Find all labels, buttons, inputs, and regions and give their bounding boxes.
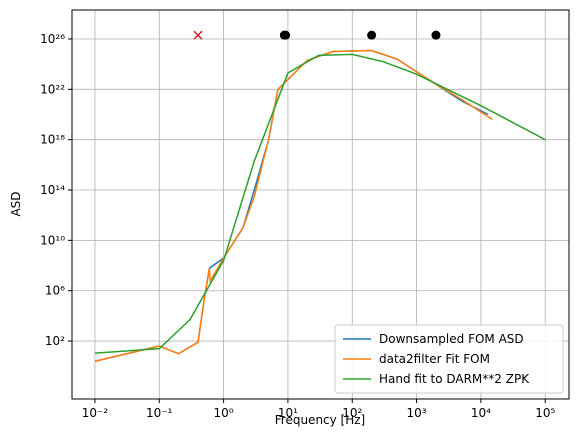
y-tick-label: 10¹⁸: [40, 133, 65, 147]
x-tick-label: 10⁴: [471, 406, 491, 420]
x-tick-label: 10⁵: [535, 406, 555, 420]
x-tick-label: 10⁻¹: [146, 406, 173, 420]
y-tick-label: 10²: [45, 334, 65, 348]
dot-marker: [281, 30, 291, 40]
axes-frame: [71, 9, 570, 400]
line: [94, 49, 493, 362]
legend-label: Hand fit to DARM**2 ZPK: [379, 372, 530, 386]
x-marker: [193, 30, 203, 40]
x-tick-label: 10⁰: [214, 406, 234, 420]
x-tick-label: 10¹: [278, 406, 298, 420]
legend-label: Downsampled FOM ASD: [379, 332, 524, 346]
y-axis-label: ASD: [9, 191, 23, 216]
y-tick-label: 10²²: [40, 82, 65, 96]
legend-label: data2filter Fit FOM: [379, 352, 490, 366]
y-tick-label: 10¹⁰: [40, 233, 65, 247]
legend-box: [334, 324, 564, 394]
y-tick-label: 10¹⁴: [40, 183, 65, 197]
x-marker-stroke: [193, 30, 203, 40]
x-tick-label: 10⁻²: [82, 406, 109, 420]
dot-marker: [431, 30, 441, 40]
x-tick-label: 10³: [407, 406, 427, 420]
y-tick-label: 10²⁶: [40, 32, 65, 46]
line: [94, 53, 546, 354]
dot-marker: [367, 30, 377, 40]
y-tick-label: 10⁶: [45, 284, 65, 298]
x-tick-label: 10²: [342, 406, 362, 420]
x-axis-label: Frequency [Hz]: [275, 413, 366, 427]
